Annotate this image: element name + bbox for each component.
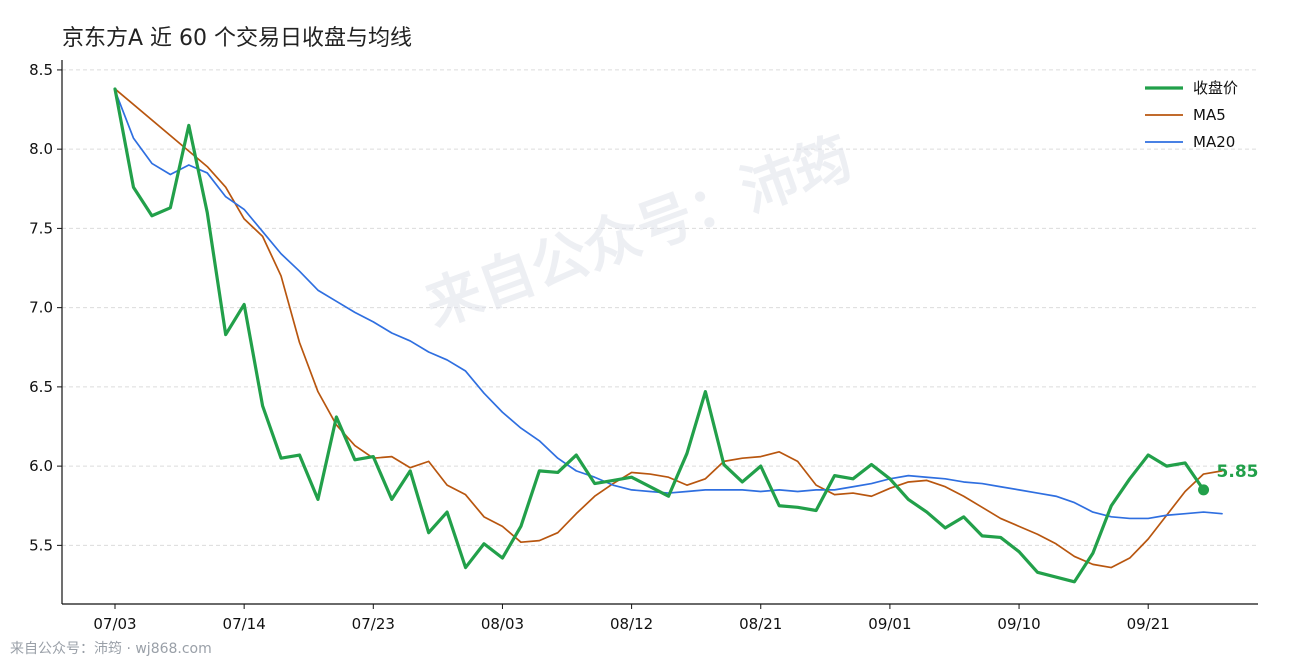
series-line-0 (113, 87, 1206, 584)
y-tick-label: 6.0 (29, 457, 53, 475)
x-tick-label: 07/23 (352, 615, 395, 633)
y-tick-label: 5.5 (29, 536, 53, 554)
series-lines (113, 87, 1223, 584)
chart-title: 京东方A 近 60 个交易日收盘与均线 (62, 26, 412, 51)
grid-lines (62, 69, 1258, 546)
x-tick-label: 07/03 (93, 615, 136, 633)
legend-label-2: MA20 (1193, 133, 1235, 151)
last-value-dot (1198, 484, 1210, 496)
last-value-label: 5.85 (1217, 462, 1259, 482)
x-tick-label: 09/01 (868, 615, 911, 633)
y-tick-label: 7.5 (29, 219, 53, 237)
y-tick-label: 7.0 (29, 299, 53, 317)
y-tick-label: 8.0 (29, 140, 53, 158)
footer-source: 来自公众号：沛筠 · wj868.com (10, 640, 212, 657)
last-value-annotation: 5.85 (1198, 462, 1259, 496)
y-tick-label: 6.5 (29, 378, 53, 396)
series-line-1 (114, 88, 1223, 569)
x-tick-label: 08/03 (481, 615, 524, 633)
y-tick-label: 8.5 (29, 61, 53, 79)
x-tick-label: 09/21 (1127, 615, 1170, 633)
legend-label-0: 收盘价 (1193, 79, 1238, 97)
legend: 收盘价 MA5 MA20 (1145, 79, 1238, 151)
legend-label-1: MA5 (1193, 106, 1226, 124)
x-tick-label: 08/12 (610, 615, 653, 633)
x-tick-label: 08/21 (739, 615, 782, 633)
axes: 5.5 6.0 6.5 7.0 7.5 8.0 8.5 07/03 07/14 07/23 08/0… (29, 60, 1258, 633)
x-tick-label: 09/10 (997, 615, 1040, 633)
x-tick-label: 07/14 (223, 615, 266, 633)
